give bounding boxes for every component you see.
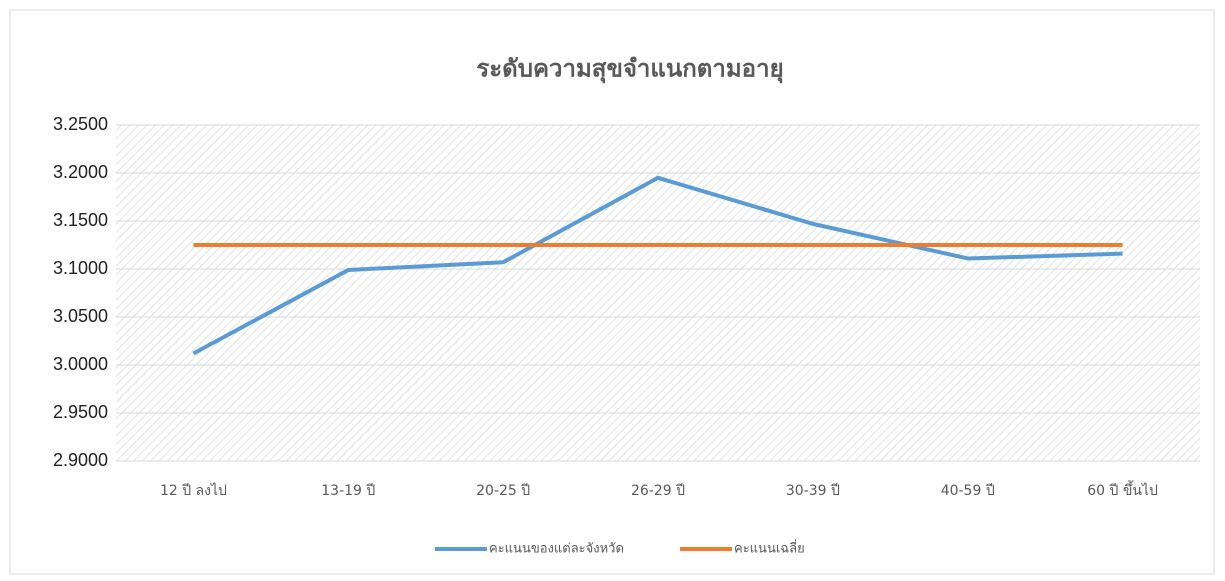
y-tick-label: 3.0000 [53,354,108,374]
y-tick-label: 2.9000 [53,450,108,470]
x-tick-label: 60 ปี ขึ้นไป [1087,480,1158,499]
y-tick-label: 3.2000 [53,162,108,182]
y-tick-label: 3.1500 [53,210,108,230]
legend-label: คะแนนเฉลี่ย [734,540,805,557]
plot-area [116,125,1200,461]
x-tick-label: 13-19 ปี [321,483,375,499]
y-tick-label: 3.0500 [53,306,108,326]
x-tick-label: 26-29 ปี [631,483,685,499]
x-tick-label: 40-59 ปี [941,483,995,499]
x-tick-label: 12 ปี ลงไป [160,482,227,499]
chart-title: ระดับความสุขจำแนกตามอายุ [476,54,783,85]
y-tick-label: 3.2500 [53,114,108,134]
x-tick-label: 20-25 ปี [476,483,530,499]
series-line [192,175,1123,356]
y-tick-label: 3.1000 [53,258,108,278]
x-tick-label: 30-39 ปี [786,483,840,499]
y-tick-label: 2.9500 [53,402,108,422]
legend-label: คะแนนของแต่ละจังหวัด [489,542,624,557]
